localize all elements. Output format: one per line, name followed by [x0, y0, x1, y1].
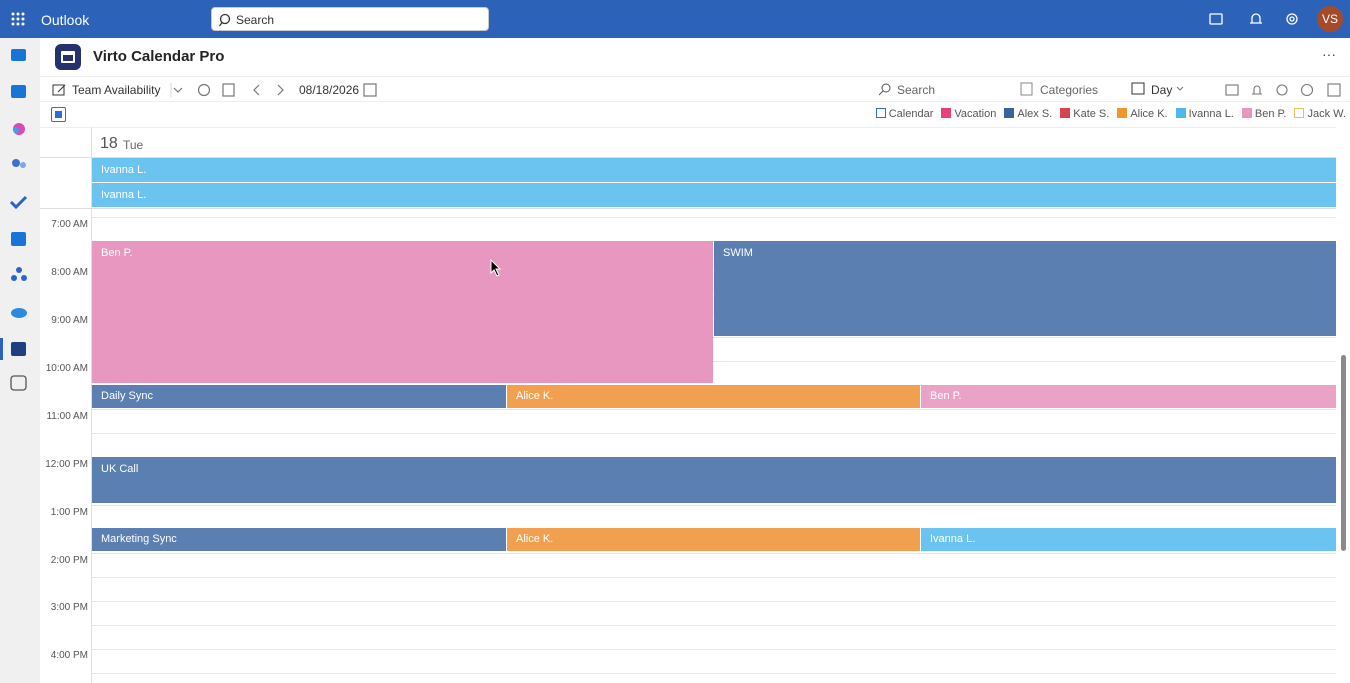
select-checkbox[interactable]	[51, 107, 66, 122]
day-icon	[1131, 82, 1145, 95]
scrollbar[interactable]	[1341, 355, 1346, 551]
event[interactable]: SWIM	[714, 241, 1336, 336]
legend-label: Ivanna L.	[1188, 108, 1234, 120]
event[interactable]: Ben P.	[921, 385, 1336, 408]
left-rail	[0, 38, 40, 683]
day-header: 18 Tue	[40, 127, 1336, 158]
all-day-event[interactable]: Ivanna L.	[92, 158, 1336, 182]
separator	[40, 208, 1336, 209]
event[interactable]: Marketing Sync	[92, 528, 506, 551]
event[interactable]: Ivanna L.	[921, 528, 1336, 551]
grid-line	[92, 337, 1336, 338]
all-day-event[interactable]: Ivanna L.	[92, 183, 1336, 207]
event[interactable]: Ben P.	[92, 241, 713, 383]
time-label: 10:00 AM	[45, 363, 88, 374]
time-label: 1:00 PM	[50, 507, 88, 518]
grid-line	[92, 409, 1336, 410]
app-name: Outlook	[41, 12, 90, 28]
grid-line	[92, 433, 1336, 434]
time-label: 9:00 AM	[51, 315, 88, 326]
right-toolbar-icons[interactable]	[1174, 83, 1344, 99]
time-label: 3:00 PM	[50, 602, 88, 613]
edit-icon	[52, 84, 66, 96]
grid-line	[92, 673, 1336, 674]
event[interactable]: UK Call	[92, 457, 1336, 503]
time-label: 2:00 PM	[50, 555, 88, 566]
search-icon	[878, 83, 891, 96]
legend-swatch	[1241, 108, 1252, 118]
view-mode[interactable]: Day	[1151, 83, 1173, 97]
rail-icons[interactable]	[0, 38, 40, 398]
grid-line	[92, 505, 1336, 506]
grid-line	[92, 625, 1336, 626]
view-name[interactable]: Team Availability	[72, 83, 161, 97]
legend-swatch	[1060, 108, 1071, 118]
legend-swatch	[1117, 108, 1128, 118]
legend-swatch	[941, 108, 952, 118]
legend-swatch	[1294, 108, 1305, 118]
legend-label: Calendar	[888, 108, 934, 120]
more-button[interactable]: ···	[1322, 46, 1336, 62]
app-icon	[55, 44, 81, 70]
legend-item[interactable]: Ivanna L.	[1175, 108, 1234, 120]
time-label: 8:00 AM	[51, 267, 88, 278]
weekday: Tue	[123, 138, 144, 152]
grid-line	[92, 361, 1336, 362]
app-launcher[interactable]	[11, 12, 25, 26]
legend-item[interactable]: Alice K.	[1117, 108, 1168, 120]
grid-line	[92, 553, 1336, 554]
legend-label: Ben P.	[1254, 108, 1287, 120]
time-label: 4:00 PM	[50, 650, 88, 661]
grid-line	[92, 217, 1336, 218]
categories[interactable]: Categories	[1040, 83, 1099, 97]
categories-icon	[1020, 82, 1033, 96]
grid-line	[92, 601, 1336, 602]
search-icon	[219, 13, 231, 27]
legend-label: Alex S.	[1017, 108, 1053, 120]
app-title: Virto Calendar Pro	[93, 48, 225, 65]
search-placeholder: Search	[236, 13, 275, 27]
legend-label: Alice K.	[1130, 108, 1168, 120]
legend-swatch	[1175, 108, 1186, 118]
legend-label: Jack W.	[1307, 108, 1346, 120]
grid-line	[92, 649, 1336, 650]
legend-item[interactable]: Ben P.	[1241, 108, 1287, 120]
legend-label: Kate S.	[1073, 108, 1110, 120]
legend-swatch	[1004, 108, 1015, 118]
grid-divider	[91, 127, 92, 683]
top-icons[interactable]	[1208, 11, 1308, 27]
legend-swatch	[875, 108, 886, 118]
cursor	[490, 259, 502, 277]
event[interactable]: Alice K.	[507, 528, 920, 551]
top-bar: Outlook Search VS	[0, 0, 1350, 38]
toolbar-icons[interactable]	[170, 81, 400, 99]
legend-item[interactable]: Alex S.	[1004, 108, 1052, 120]
event[interactable]: Alice K.	[507, 385, 920, 408]
legend: Calendar Vacation Alex S. Kate S. Alice K. Iv…	[875, 108, 1346, 120]
avatar[interactable]: VS	[1317, 6, 1343, 32]
legend-label: Vacation	[954, 108, 997, 120]
legend-item[interactable]: Jack W.	[1294, 108, 1346, 120]
legend-item[interactable]: Kate S.	[1060, 108, 1109, 120]
legend-item[interactable]: Vacation	[941, 108, 996, 120]
legend-item[interactable]: Calendar	[875, 108, 934, 120]
time-label: 11:00 AM	[46, 411, 88, 422]
grid-line	[92, 577, 1336, 578]
search-box[interactable]: Search	[211, 7, 489, 31]
date[interactable]: 08/18/2026	[299, 83, 360, 97]
time-label: 12:00 PM	[45, 459, 88, 470]
toolbar: Team Availability 08/18/2026 Search Cate…	[40, 76, 1350, 102]
time-label: 7:00 AM	[51, 219, 88, 230]
event[interactable]: Daily Sync	[92, 385, 506, 408]
toolbar-search[interactable]: Search	[897, 83, 936, 97]
day-number: 18	[100, 135, 118, 152]
